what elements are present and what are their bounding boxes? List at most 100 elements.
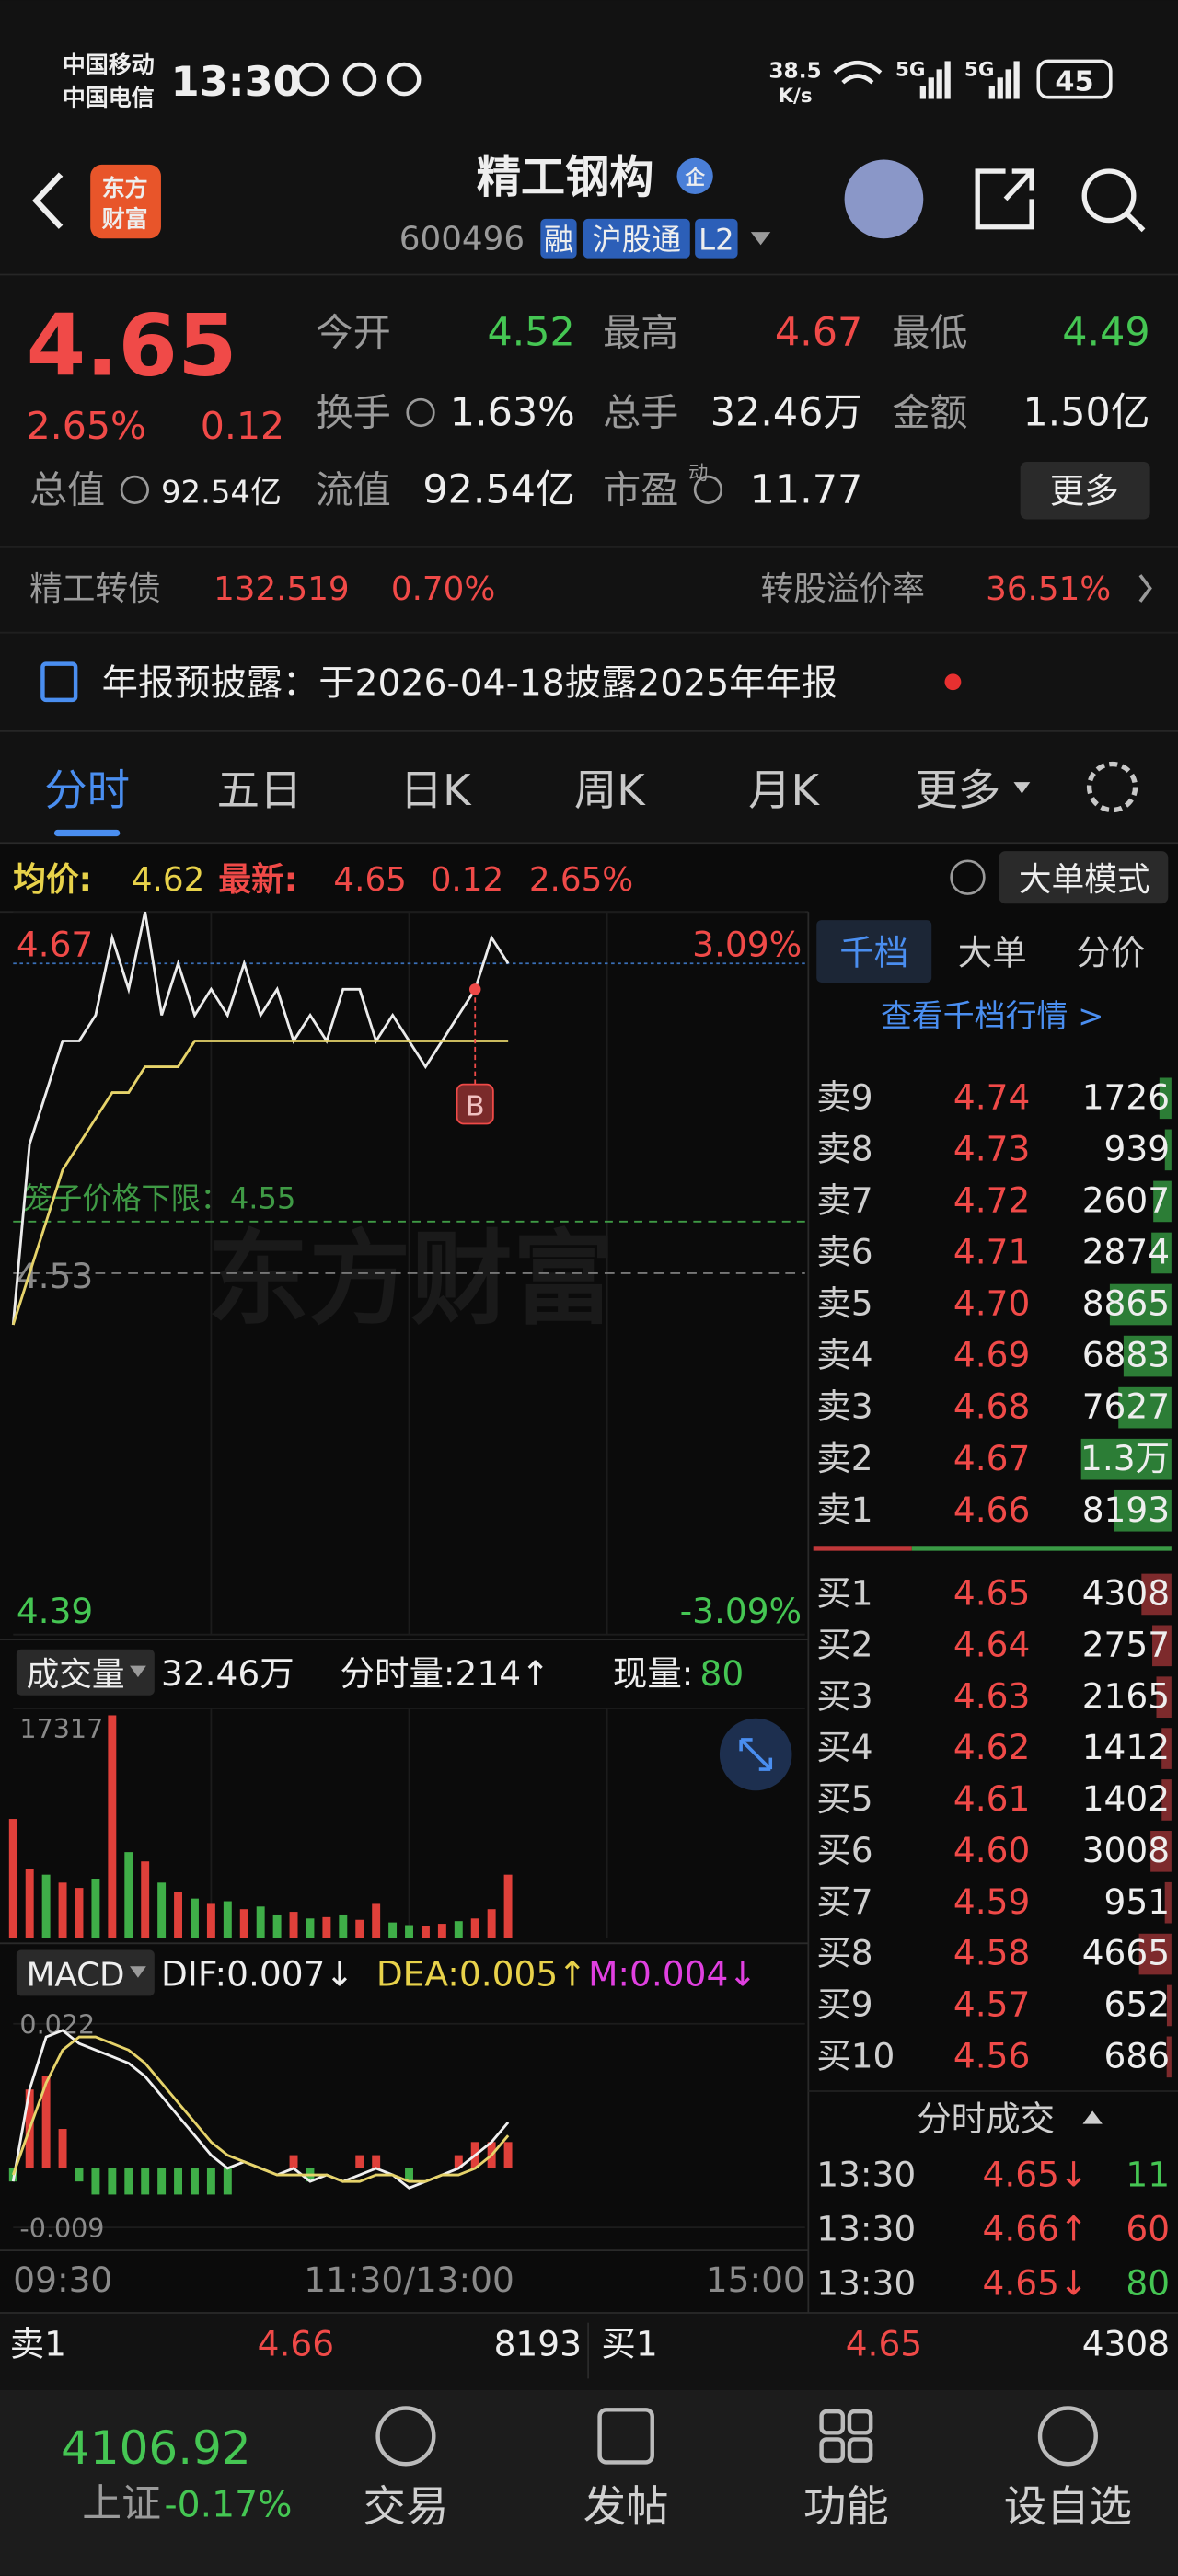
label: 951 (1104, 1881, 1171, 1922)
volume-bar (339, 1914, 348, 1938)
search-button[interactable] (1081, 168, 1137, 224)
more-button[interactable] (1020, 462, 1150, 520)
tab[interactable]: 分时 (44, 765, 130, 815)
marker-box (456, 1083, 494, 1125)
label: 7627 (1082, 1386, 1170, 1427)
label: 3008 (1082, 1830, 1170, 1870)
volume-bar (91, 1878, 100, 1938)
label: 大单模式 (1019, 861, 1150, 899)
nav-item[interactable]: 功能 (803, 2482, 889, 2532)
y-tick-label: 17317 (19, 1713, 103, 1744)
volume-bar (272, 1914, 282, 1938)
volume-bar (223, 1901, 232, 1938)
label: 4.59 (953, 1881, 1030, 1922)
label: 4.73 (953, 1128, 1030, 1168)
back-button[interactable] (31, 172, 64, 229)
macd-bar (191, 2168, 199, 2195)
label: 0.12 (201, 404, 284, 448)
chevron (1138, 574, 1152, 603)
label: 1402 (1082, 1778, 1170, 1819)
macd-bar (91, 2168, 100, 2195)
help-icon[interactable] (950, 859, 986, 895)
settings-button[interactable] (1086, 761, 1138, 813)
field-value: 4.52 (487, 309, 574, 355)
label: 8193 (1082, 1489, 1170, 1530)
reference-label: 笼子价格下限：4.55 (23, 1181, 295, 1216)
label: 买6 (816, 1830, 872, 1870)
depth-bar (1156, 1676, 1172, 1719)
field-value: 1.50亿 (1022, 390, 1149, 436)
x-tick-label: 11:30/13:00 (304, 2260, 514, 2300)
tab[interactable]: 日K (400, 765, 472, 815)
label: 上证 (82, 2480, 161, 2526)
volume-bar (174, 1892, 183, 1938)
dropdown (750, 232, 771, 246)
y-tick-label: 0.022 (19, 2008, 95, 2040)
mode-button[interactable] (999, 851, 1169, 904)
tag (695, 218, 738, 259)
label: MACD (27, 1957, 125, 1995)
label: 4.66↑ (983, 2208, 1089, 2248)
signal-bar (944, 61, 951, 99)
expand-icon (739, 1738, 773, 1771)
price: 4.65 (27, 295, 237, 395)
depth-bar (1141, 1573, 1172, 1616)
label: 4.66 (258, 2323, 334, 2363)
volume-bar (437, 1924, 446, 1938)
macd-bar (405, 2168, 413, 2182)
ob-tab[interactable]: 千档 (839, 932, 908, 972)
label: 4.60 (953, 1830, 1030, 1870)
signal-bar (997, 77, 1003, 99)
volume-bar (75, 1888, 84, 1938)
tab[interactable]: 月K (748, 765, 820, 815)
assistant-icon[interactable] (844, 159, 924, 239)
label: 2.65% (529, 861, 633, 899)
tab[interactable]: 周K (574, 765, 646, 815)
watermark: 东方财富 (207, 1221, 615, 1340)
label: 中国电信 (63, 85, 155, 111)
tag (540, 218, 577, 259)
ob-tab[interactable]: 大单 (958, 932, 1027, 972)
label: 8865 (1082, 1283, 1170, 1324)
field-label: 今开 (316, 310, 391, 354)
tab[interactable]: 更多 (915, 765, 1000, 815)
nav-item[interactable]: 设自选 (1004, 2482, 1132, 2532)
nav-item[interactable]: 发帖 (583, 2482, 669, 2532)
label: 6883 (1082, 1335, 1170, 1375)
label: 2165 (1082, 1675, 1170, 1716)
field-label: 最高 (603, 310, 678, 354)
volume-bar (108, 1715, 117, 1938)
nav-item[interactable]: 交易 (364, 2482, 449, 2532)
label: -0.17% (165, 2484, 293, 2525)
tab[interactable]: 五日 (217, 765, 303, 815)
price-line (11, 1040, 509, 1326)
signal-bar (936, 69, 942, 99)
label: 36.51% (986, 570, 1111, 608)
label: 卖6 (816, 1232, 872, 1272)
nav-icon (819, 2409, 846, 2435)
field-value: 92.54亿 (422, 467, 574, 513)
label: 2607 (1082, 1180, 1170, 1221)
label: 8193 (494, 2323, 582, 2363)
link[interactable]: 查看千档行情 > (881, 998, 1104, 1034)
macd-bar (454, 2155, 463, 2168)
label: M:0.004↓ (588, 1954, 757, 1995)
share-button[interactable] (975, 168, 1034, 230)
volume-bar (8, 1819, 17, 1938)
panel-header[interactable] (16, 1649, 155, 1696)
label: 4665 (1082, 1933, 1170, 1973)
macd-bar (157, 2168, 167, 2195)
label: 0.70% (391, 570, 495, 608)
volume-bar (503, 1874, 513, 1938)
label: 4.56 (953, 2035, 1030, 2076)
tag: L2 (699, 223, 733, 258)
wifi-icon (833, 61, 883, 85)
ob-tab[interactable]: 分价 (1076, 932, 1145, 972)
label: 现量: (613, 1653, 694, 1694)
panel-header[interactable] (16, 1949, 155, 1996)
unread-dot (944, 673, 962, 691)
label: 4.70 (953, 1283, 1030, 1324)
label: 卖1 (816, 1489, 872, 1530)
macd-bar (289, 2155, 298, 2168)
label: 4.65↓ (983, 2262, 1089, 2303)
